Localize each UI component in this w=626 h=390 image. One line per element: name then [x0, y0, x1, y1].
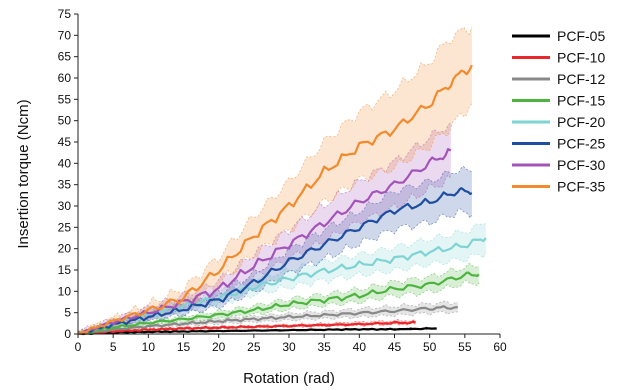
x-tick-label: 25: [247, 340, 261, 354]
legend-label-pcf-12: PCF-12: [557, 71, 605, 87]
x-tick-label: 55: [458, 340, 472, 354]
y-tick-label: 15: [58, 263, 72, 277]
legend: PCF-05 PCF-10 PCF-12 PCF-15 PCF-20 PCF-25 PCF-…: [512, 28, 605, 195]
y-tick-label: 75: [58, 7, 72, 21]
legend-label-pcf-30: PCF-30: [557, 157, 605, 173]
x-tick-label: 40: [353, 340, 367, 354]
y-tick-label: 0: [64, 327, 71, 341]
y-tick-label: 10: [58, 284, 72, 298]
legend-label-pcf-05: PCF-05: [557, 28, 605, 44]
x-tick-label: 30: [282, 340, 296, 354]
y-tick-label: 5: [64, 306, 71, 320]
x-tick-label: 20: [212, 340, 226, 354]
y-tick-label: 35: [58, 178, 72, 192]
x-tick-label: 45: [388, 340, 402, 354]
x-tick-label: 0: [75, 340, 82, 354]
y-tick-label: 60: [58, 71, 72, 85]
y-axis-title: Insertion torque (Ncm): [15, 99, 32, 248]
y-tick-label: 25: [58, 220, 72, 234]
x-tick-label: 50: [423, 340, 437, 354]
y-tick-label: 30: [58, 199, 72, 213]
x-tick-label: 60: [493, 340, 507, 354]
y-tick-label: 70: [58, 28, 72, 42]
y-tick-label: 65: [58, 50, 72, 64]
legend-label-pcf-35: PCF-35: [557, 179, 605, 195]
x-tick-label: 10: [142, 340, 156, 354]
y-tick-label: 45: [58, 135, 72, 149]
x-tick-label: 35: [317, 340, 331, 354]
x-ticks: 0 5 10 15 20 25 30 35 40 45 50 55 60: [75, 334, 507, 354]
legend-label-pcf-10: PCF-10: [557, 50, 605, 66]
y-ticks: 0 5 10 15 20 25 30 35 40 45 50 55 60 65 70 75: [58, 7, 78, 341]
confidence-bands: [78, 27, 486, 334]
legend-label-pcf-15: PCF-15: [557, 93, 605, 109]
x-tick-label: 15: [177, 340, 191, 354]
x-axis-title: Rotation (rad): [243, 370, 335, 387]
y-tick-label: 20: [58, 242, 72, 256]
y-tick-label: 50: [58, 114, 72, 128]
x-tick-label: 5: [110, 340, 117, 354]
y-tick-label: 55: [58, 92, 72, 106]
legend-label-pcf-25: PCF-25: [557, 136, 605, 152]
y-tick-label: 40: [58, 156, 72, 170]
legend-label-pcf-20: PCF-20: [557, 114, 605, 130]
